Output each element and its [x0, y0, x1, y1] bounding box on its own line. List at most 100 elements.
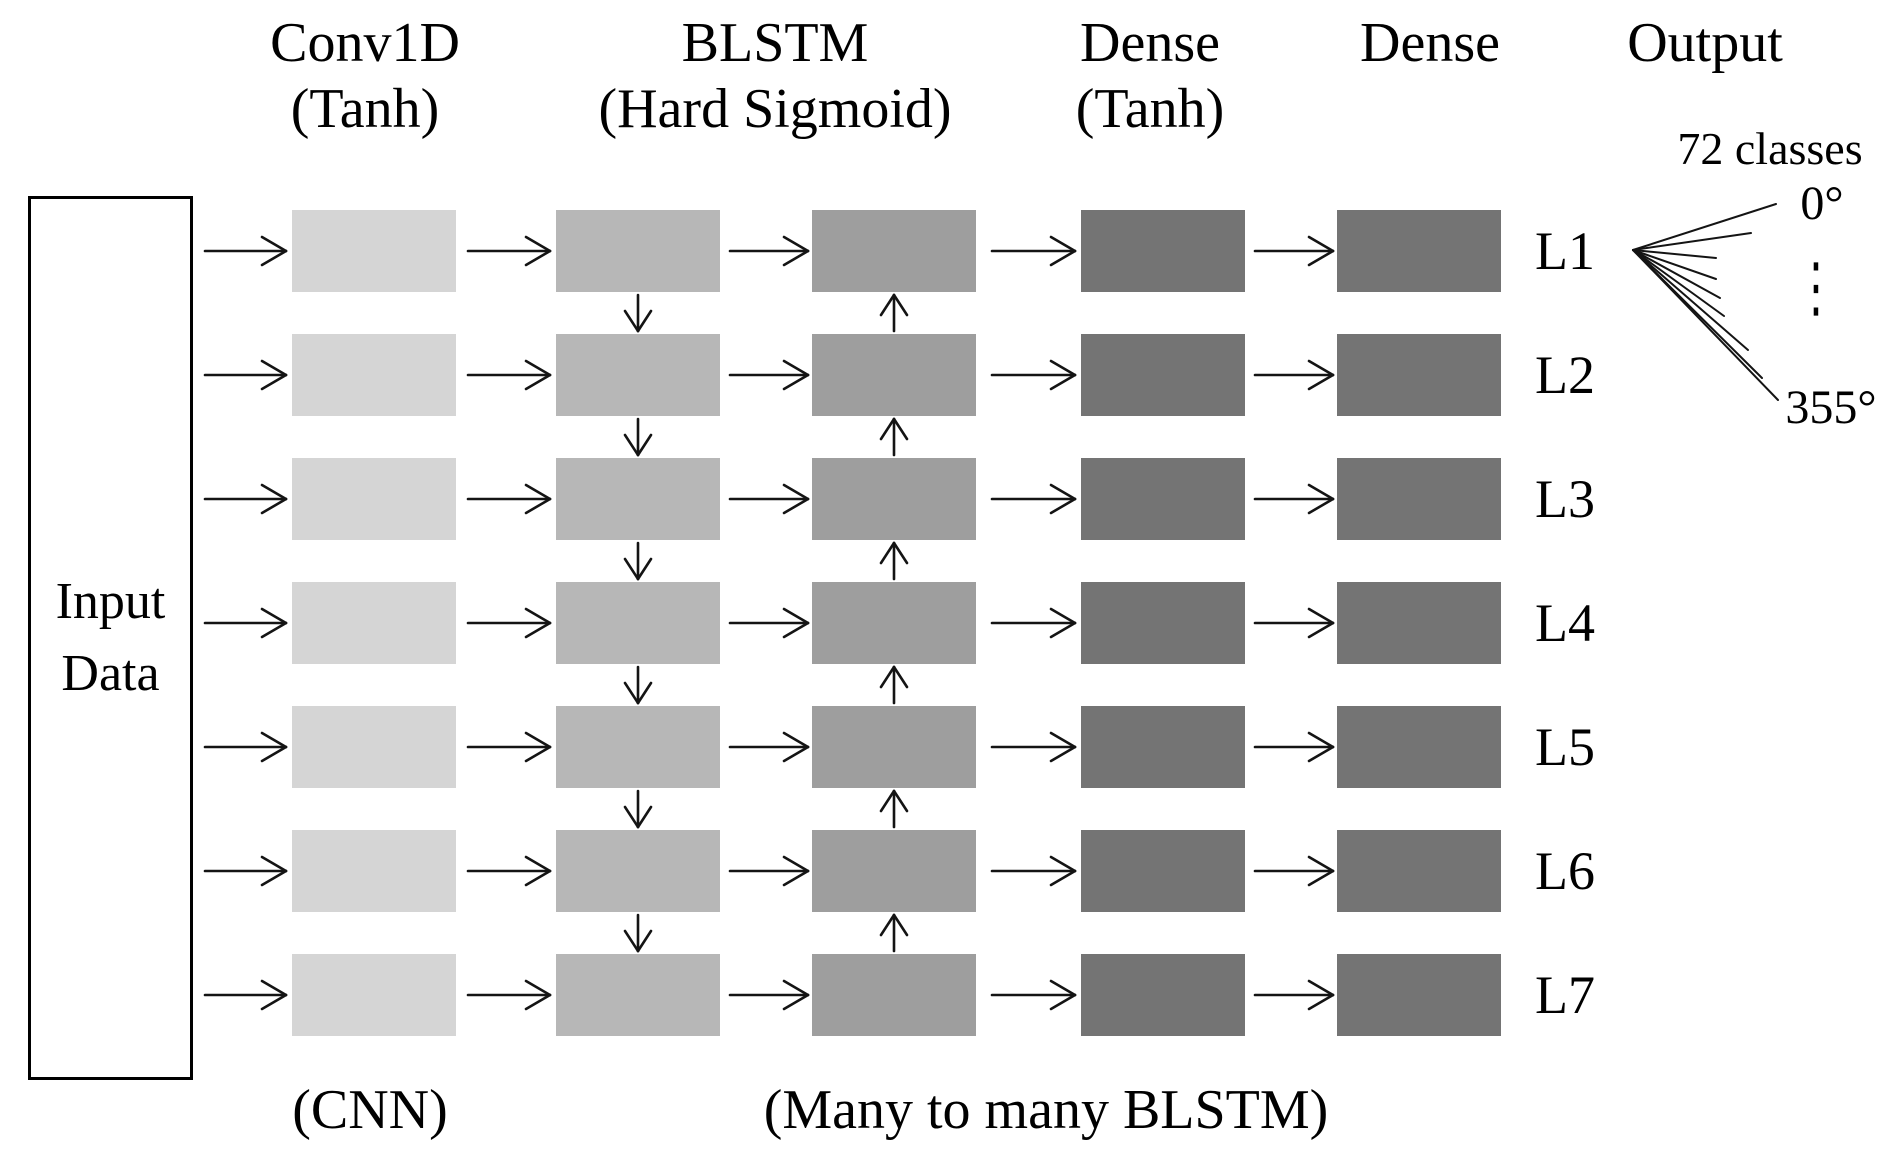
flow-arrow-right: [203, 235, 288, 267]
flow-arrow-down: [623, 789, 653, 829]
flow-arrow-right: [728, 483, 810, 515]
blstm-forward-box: [556, 582, 720, 664]
row-label: L7: [1535, 965, 1595, 1025]
flow-arrow-right: [466, 483, 552, 515]
dense-box: [1081, 706, 1245, 788]
flow-arrow-right: [1253, 483, 1335, 515]
output-fan-line: [1632, 232, 1752, 251]
blstm-backward-box: [812, 954, 976, 1036]
conv1d-box: [292, 954, 456, 1036]
flow-arrow-right: [990, 359, 1077, 391]
flow-arrow-right: [466, 855, 552, 887]
flow-arrow-right: [466, 979, 552, 1011]
conv1d-box: [292, 210, 456, 292]
flow-arrow-up: [879, 541, 909, 581]
output-fan-line: [1632, 249, 1721, 299]
conv1d-box: [292, 706, 456, 788]
flow-arrow-right: [728, 235, 810, 267]
column-header-line2: (Tanh): [290, 78, 440, 140]
column-header-line1: Dense: [1360, 12, 1500, 74]
flow-arrow-up: [879, 665, 909, 705]
blstm-backward-box: [812, 582, 976, 664]
blstm-forward-box: [556, 458, 720, 540]
dense-box: [1081, 458, 1245, 540]
flow-arrow-right: [1253, 855, 1335, 887]
flow-arrow-right: [466, 359, 552, 391]
flow-arrow-right: [728, 359, 810, 391]
dense-output-box: [1337, 210, 1501, 292]
flow-arrow-up: [879, 417, 909, 457]
cnn-group-label: (CNN): [292, 1079, 448, 1141]
column-header-line1: BLSTM: [681, 12, 869, 74]
flow-arrow-right: [203, 483, 288, 515]
flow-arrow-down: [623, 665, 653, 705]
dense-output-box: [1337, 458, 1501, 540]
flow-arrow-right: [203, 731, 288, 763]
row-label: L5: [1535, 717, 1595, 777]
row-label: L4: [1535, 593, 1595, 653]
column-header-output: Output: [1627, 10, 1783, 76]
output-classes-label: 72 classes: [1677, 123, 1863, 174]
flow-arrow-right: [203, 855, 288, 887]
input-data-label-line1: Input: [55, 573, 166, 630]
row-label: L1: [1535, 221, 1595, 281]
row-label: L6: [1535, 841, 1595, 901]
column-header-dense2: Dense: [1360, 10, 1500, 76]
output-fan-line: [1632, 249, 1749, 351]
dense-output-box: [1337, 954, 1501, 1036]
dense-output-box: [1337, 706, 1501, 788]
flow-arrow-right: [203, 359, 288, 391]
flow-arrow-right: [466, 235, 552, 267]
column-header-line1: Output: [1627, 12, 1783, 74]
dense-output-box: [1337, 334, 1501, 416]
flow-arrow-right: [466, 731, 552, 763]
column-header-line1: Dense: [1080, 12, 1220, 74]
flow-arrow-right: [990, 235, 1077, 267]
output-first-class-label: 0°: [1800, 177, 1844, 230]
blstm-backward-box: [812, 458, 976, 540]
flow-arrow-down: [623, 293, 653, 333]
flow-arrow-right: [1253, 731, 1335, 763]
dense-output-box: [1337, 830, 1501, 912]
flow-arrow-right: [990, 607, 1077, 639]
column-header-line2: (Hard Sigmoid): [598, 78, 952, 140]
output-fan-line: [1632, 249, 1717, 259]
row-label: L3: [1535, 469, 1595, 529]
input-data-box: Input Data: [28, 196, 193, 1080]
flow-arrow-down: [623, 417, 653, 457]
blstm-forward-box: [556, 830, 720, 912]
dense-box: [1081, 334, 1245, 416]
flow-arrow-right: [203, 607, 288, 639]
conv1d-box: [292, 458, 456, 540]
flow-arrow-right: [203, 979, 288, 1011]
flow-arrow-right: [728, 607, 810, 639]
blstm-backward-box: [812, 830, 976, 912]
flow-arrow-right: [990, 855, 1077, 887]
flow-arrow-right: [466, 607, 552, 639]
output-fan-line: [1632, 249, 1725, 317]
output-fan-line: [1632, 203, 1777, 251]
flow-arrow-right: [728, 979, 810, 1011]
row-label: L2: [1535, 345, 1595, 405]
flow-arrow-right: [1253, 359, 1335, 391]
flow-arrow-up: [879, 293, 909, 333]
dense-box: [1081, 582, 1245, 664]
blstm-backward-box: [812, 334, 976, 416]
flow-arrow-right: [1253, 979, 1335, 1011]
column-header-conv1d: Conv1D (Tanh): [270, 10, 460, 142]
output-last-class-label: 355°: [1785, 381, 1877, 434]
blstm-forward-box: [556, 334, 720, 416]
conv1d-box: [292, 582, 456, 664]
flow-arrow-right: [728, 731, 810, 763]
dense-box: [1081, 210, 1245, 292]
column-header-line1: Conv1D: [270, 12, 460, 74]
flow-arrow-right: [1253, 607, 1335, 639]
conv1d-box: [292, 830, 456, 912]
flow-arrow-right: [728, 855, 810, 887]
blstm-forward-box: [556, 954, 720, 1036]
output-fan-line: [1632, 249, 1717, 280]
flow-arrow-down: [623, 913, 653, 953]
column-header-line2: (Tanh): [1075, 78, 1225, 140]
